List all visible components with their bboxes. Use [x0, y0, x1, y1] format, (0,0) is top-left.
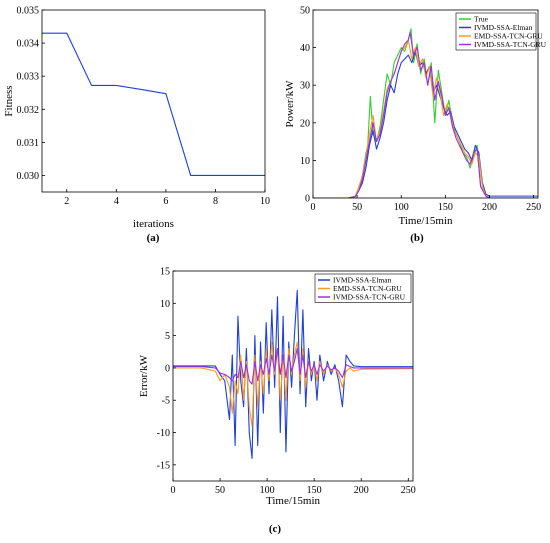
y-axis-label: Error/kW — [138, 354, 150, 397]
panel-label: (a) — [147, 232, 160, 244]
y-tick-label: 0.031 — [17, 138, 40, 149]
legend-entry: IVMD-SSA-TCN-GRU — [474, 40, 547, 49]
y-tick-label: 0 — [305, 194, 310, 205]
chart-panel-3: 0 50 100 150 200 250 -15 -10 -5 0 5 10 15 Time/15min E… — [138, 267, 416, 536]
legend: IVMD-SSA-ElmanEMD-SSA-TCN-GRUIVMD-SSA-TC… — [314, 273, 412, 303]
y-tick-label: -15 — [157, 460, 170, 471]
legend-entry: True — [474, 15, 489, 24]
y-tick-label: 0.030 — [17, 171, 40, 182]
y-tick-label: 0.035 — [17, 6, 40, 17]
plot-frame — [312, 9, 539, 199]
x-axis-label: Time/15min — [266, 495, 320, 507]
x-tick-label: 4 — [114, 196, 119, 207]
x-tick-label: 150 — [307, 485, 322, 496]
chart-panel-2: 0 50 100 150 200 250 0 10 20 30 40 50 Time/15min Powe… — [284, 6, 547, 245]
y-tick-label: 5 — [165, 331, 170, 342]
x-tick-label: 100 — [394, 202, 409, 213]
legend-entry: IVMD-SSA-TCN-GRU — [333, 293, 406, 302]
x-tick-label: 200 — [354, 485, 369, 496]
legend: TrueIVMD-SSA-ElmanEMD-SSA-TCN-GRUIVMD-SS… — [455, 12, 547, 51]
legend-entry: EMD-SSA-TCN-GRU — [474, 32, 543, 41]
x-axis-label: Time/15min — [399, 215, 453, 227]
y-axis-label: Fitness — [3, 85, 15, 116]
y-tick-label: 50 — [300, 6, 310, 17]
x-tick-label: 200 — [482, 202, 497, 213]
x-tick-label: 0 — [171, 485, 176, 496]
chart-panel-1: 2 4 6 8 10 0.030 0.031 0.032 0.033 0.034 0.035 iter… — [3, 6, 270, 245]
y-tick-label: 40 — [300, 43, 310, 54]
x-tick-label: 50 — [352, 202, 362, 213]
series-line-3 — [173, 347, 413, 385]
series-line-4 — [313, 32, 538, 198]
x-tick-label: 0 — [311, 202, 316, 213]
x-tick-label: 250 — [526, 202, 541, 213]
series-line-1 — [173, 289, 413, 459]
x-axis-label: iterations — [133, 218, 174, 230]
y-tick-label: 10 — [300, 156, 310, 167]
series-line-3 — [313, 39, 538, 198]
x-tick-label: 10 — [260, 196, 270, 207]
y-tick-label: 0 — [165, 363, 170, 374]
x-tick-label: 100 — [260, 485, 275, 496]
y-tick-label: 0.034 — [17, 39, 40, 50]
plot-frame — [41, 9, 266, 193]
legend-entry: IVMD-SSA-Elman — [333, 276, 392, 285]
y-tick-label: 10 — [160, 299, 170, 310]
y-tick-label: 30 — [300, 81, 310, 92]
x-tick-label: 2 — [64, 196, 69, 207]
legend-entry: IVMD-SSA-Elman — [474, 23, 533, 32]
x-tick-label: 250 — [401, 485, 416, 496]
plot-frame — [172, 270, 414, 482]
y-tick-label: 20 — [300, 118, 310, 129]
y-tick-label: 0.033 — [17, 72, 40, 83]
series-line-2 — [313, 50, 538, 198]
panel-label: (c) — [269, 523, 282, 535]
x-tick-label: 6 — [163, 196, 168, 207]
series-line-1 — [313, 28, 538, 198]
y-tick-label: -5 — [162, 396, 170, 407]
legend-entry: EMD-SSA-TCN-GRU — [333, 284, 402, 293]
y-axis-label: Power/kW — [284, 80, 296, 128]
y-tick-label: 15 — [160, 267, 170, 278]
x-tick-label: 150 — [438, 202, 453, 213]
y-tick-label: 0.032 — [17, 105, 40, 116]
x-tick-label: 8 — [213, 196, 218, 207]
series-line-1 — [42, 32, 265, 176]
legend-box — [314, 273, 412, 303]
panel-label: (b) — [410, 232, 424, 244]
x-tick-label: 50 — [215, 485, 225, 496]
y-tick-label: -10 — [157, 428, 170, 439]
